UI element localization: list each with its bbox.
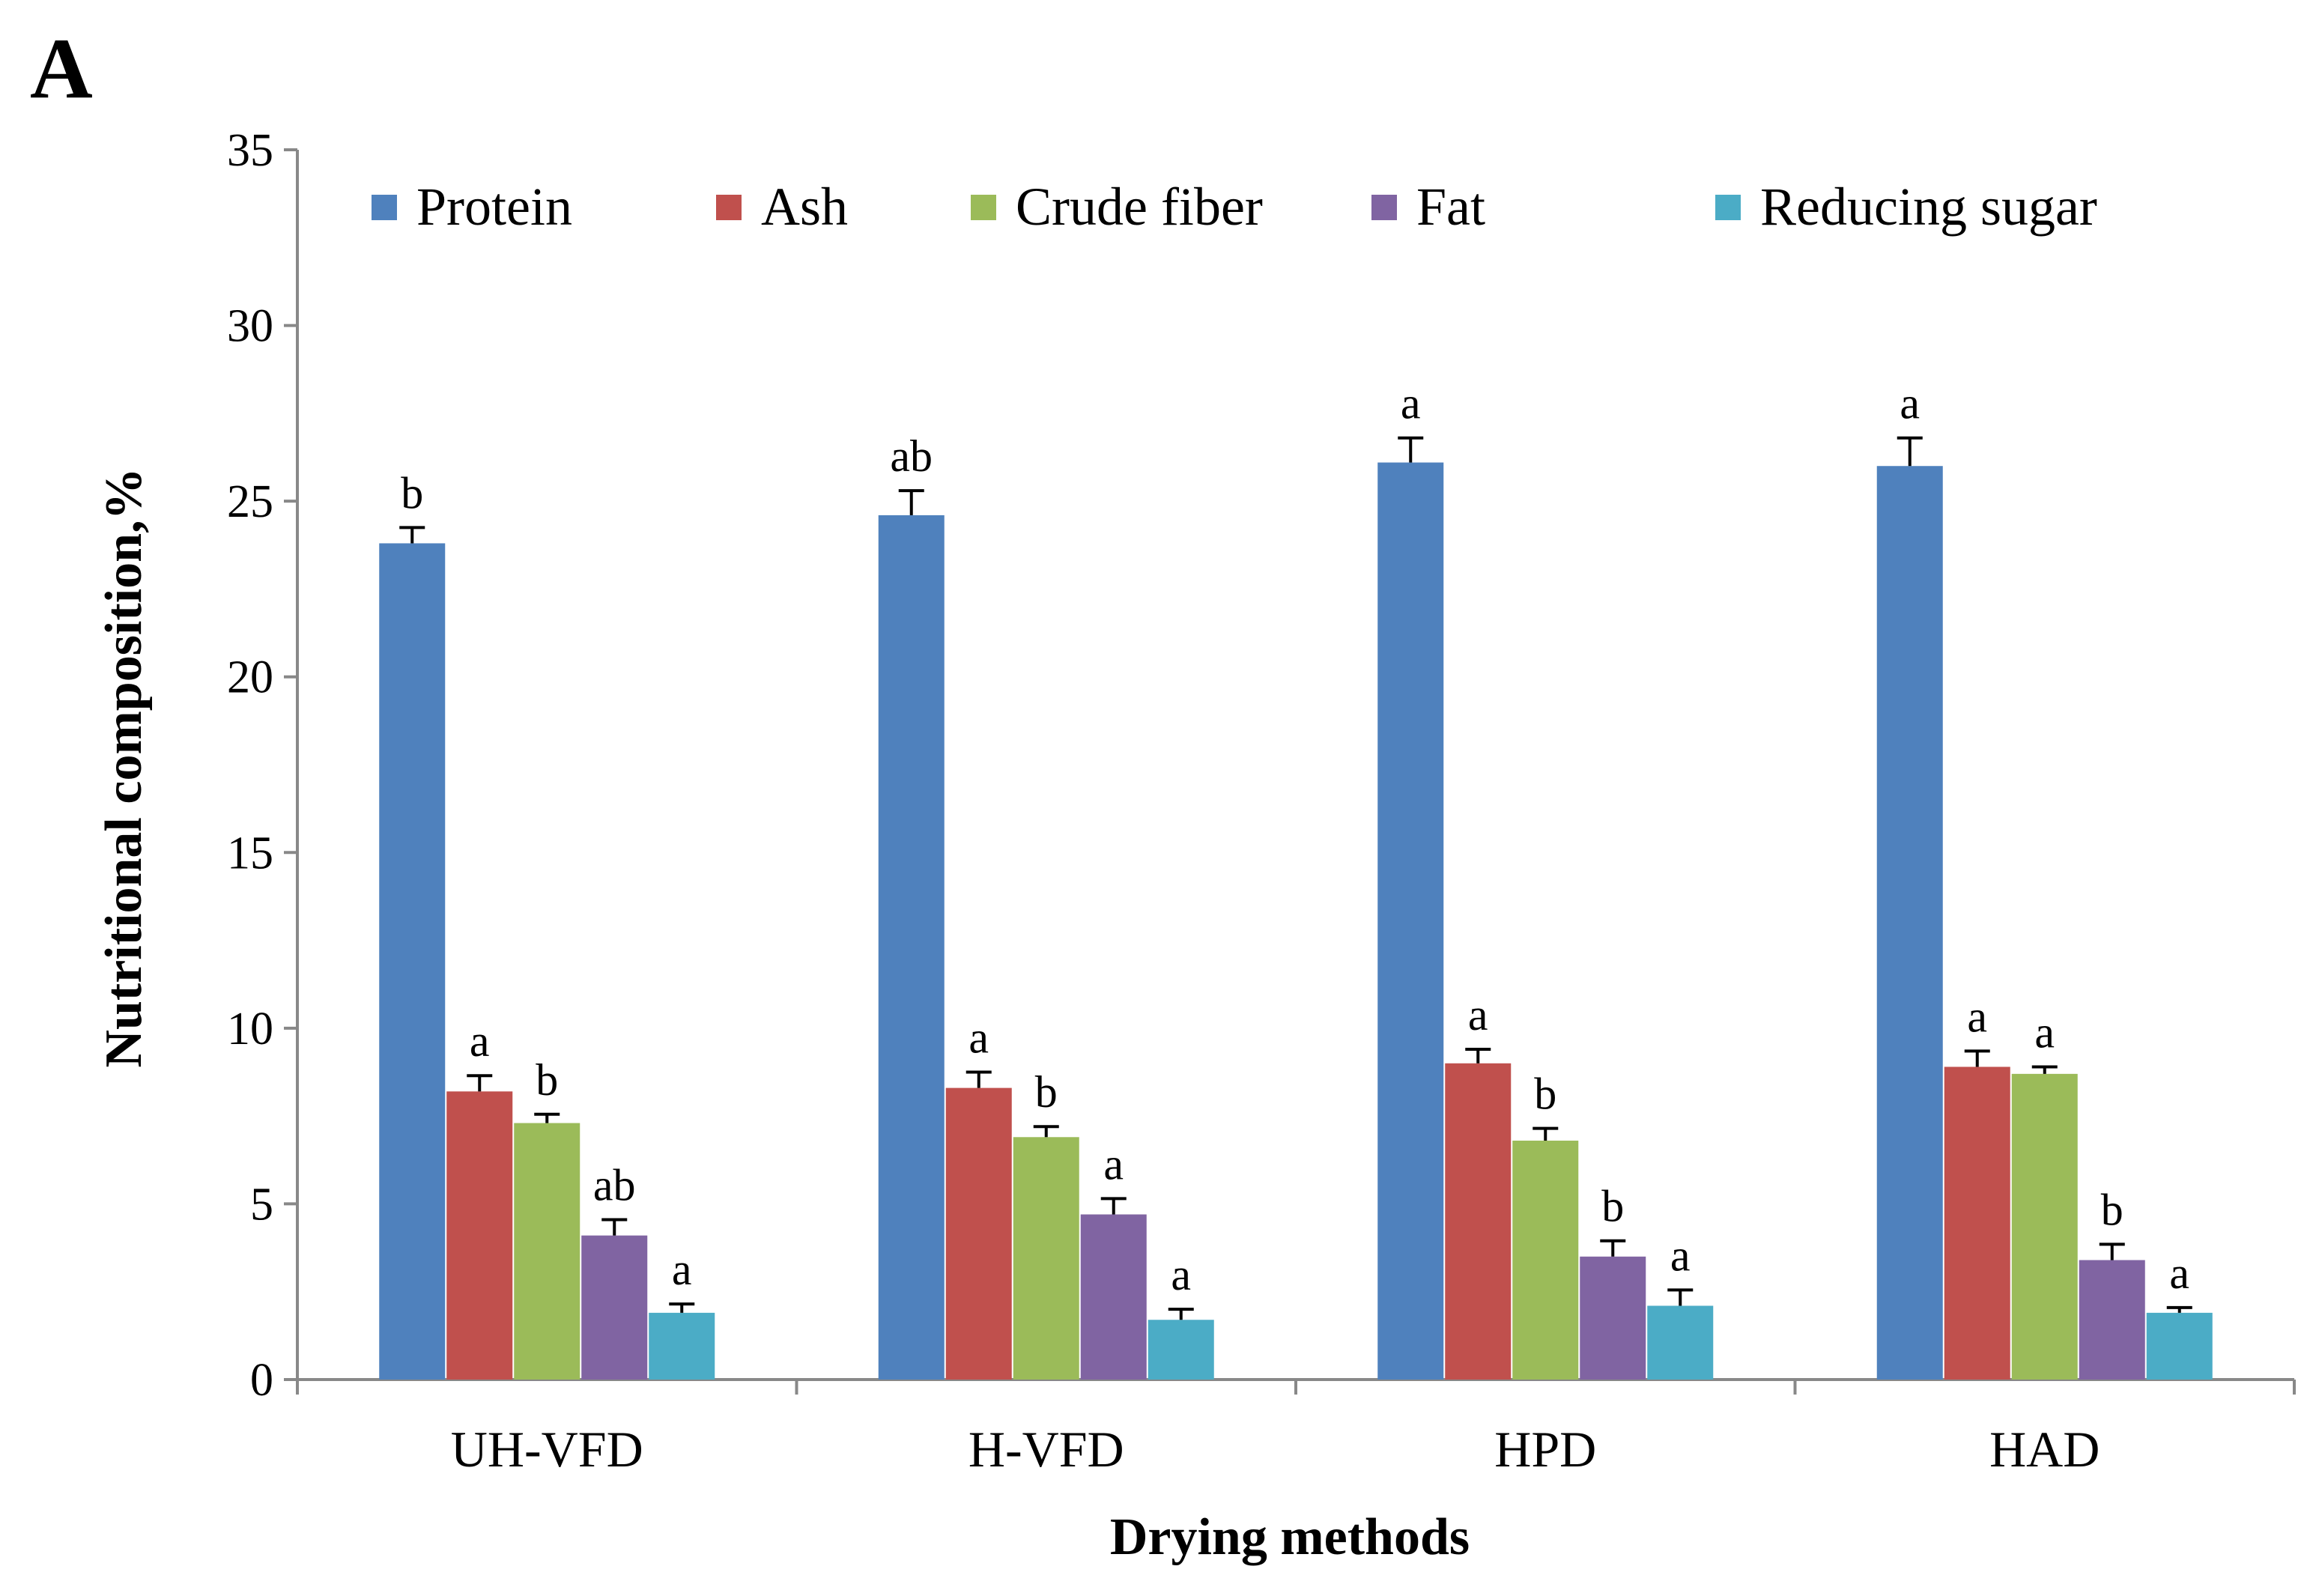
- y-axis: 0 5 10 15 20 25 30 35: [227, 125, 299, 1406]
- y-tick-label: 20: [227, 652, 273, 703]
- bar: [379, 543, 446, 1380]
- significance-label: b: [1601, 1182, 1624, 1231]
- y-tick-label: 35: [227, 125, 273, 176]
- significance-label: ab: [593, 1161, 636, 1210]
- significance-label: b: [2101, 1185, 2123, 1234]
- x-category-label: H-VFD: [968, 1421, 1124, 1478]
- significance-label: a: [968, 1013, 989, 1063]
- significance-label: a: [2034, 1007, 2055, 1057]
- significance-label: b: [1534, 1069, 1556, 1119]
- y-tick-label: 15: [227, 828, 273, 879]
- bar: [1876, 466, 1943, 1380]
- y-tick-label: 30: [227, 301, 273, 352]
- significance-label: ab: [890, 431, 933, 481]
- bar: [2079, 1260, 2145, 1380]
- significance-label: a: [1401, 379, 1421, 428]
- bar: [1944, 1066, 2010, 1380]
- significance-label: a: [1468, 990, 1488, 1040]
- x-category-label: HAD: [1989, 1421, 2100, 1478]
- y-tick-label: 10: [227, 1004, 273, 1055]
- bar: [1512, 1140, 1579, 1380]
- significance-label: b: [401, 468, 423, 518]
- bar: [2011, 1073, 2078, 1380]
- legend-swatch: [971, 195, 996, 220]
- legend-label: Crude fiber: [1016, 177, 1263, 237]
- legend-label: Ash: [761, 177, 848, 237]
- significance-label: a: [1171, 1250, 1191, 1299]
- legend-label: Reducing sugar: [1760, 177, 2097, 237]
- significance-label: a: [1900, 379, 1920, 428]
- bar: [945, 1087, 1012, 1380]
- significance-label: a: [672, 1245, 692, 1294]
- significance-label: b: [1035, 1067, 1058, 1117]
- y-tick-label: 5: [250, 1179, 273, 1230]
- x-category-label: HPD: [1494, 1421, 1596, 1478]
- bar: [581, 1235, 648, 1380]
- significance-label: a: [2169, 1248, 2189, 1298]
- bar: [1647, 1305, 1714, 1380]
- bar: [878, 515, 945, 1380]
- legend-swatch: [716, 195, 742, 220]
- x-axis: UH-VFD H-VFD HPD HAD: [296, 1378, 2296, 1478]
- bar: [649, 1312, 715, 1380]
- bar: [1013, 1137, 1079, 1380]
- bar: [1445, 1063, 1512, 1380]
- legend-label: Protein: [416, 177, 572, 237]
- panel-label: A: [30, 21, 93, 117]
- bar: [2146, 1312, 2213, 1380]
- y-tick-label: 0: [250, 1355, 273, 1406]
- bar: [446, 1091, 513, 1380]
- x-category-label: UH-VFD: [451, 1421, 643, 1478]
- bar: [1377, 462, 1444, 1380]
- bar: [514, 1123, 580, 1380]
- legend-swatch: [1715, 195, 1741, 220]
- bar: [1148, 1320, 1214, 1380]
- y-axis-title: Nutritional composition,%: [95, 467, 153, 1067]
- significance-label: a: [1670, 1231, 1691, 1280]
- bar: [1080, 1214, 1147, 1380]
- significance-label: b: [536, 1055, 558, 1105]
- x-axis-title: Drying methods: [1110, 1508, 1470, 1566]
- significance-label: a: [1967, 992, 1987, 1041]
- legend: Protein Ash Crude fiber Fat Reducing sugar: [372, 177, 2097, 237]
- bar: [1580, 1256, 1646, 1380]
- legend-label: Fat: [1416, 177, 1485, 237]
- significance-label: a: [470, 1016, 490, 1066]
- legend-swatch: [372, 195, 397, 220]
- legend-swatch: [1371, 195, 1397, 220]
- significance-label: a: [1103, 1139, 1124, 1189]
- y-tick-label: 25: [227, 476, 273, 527]
